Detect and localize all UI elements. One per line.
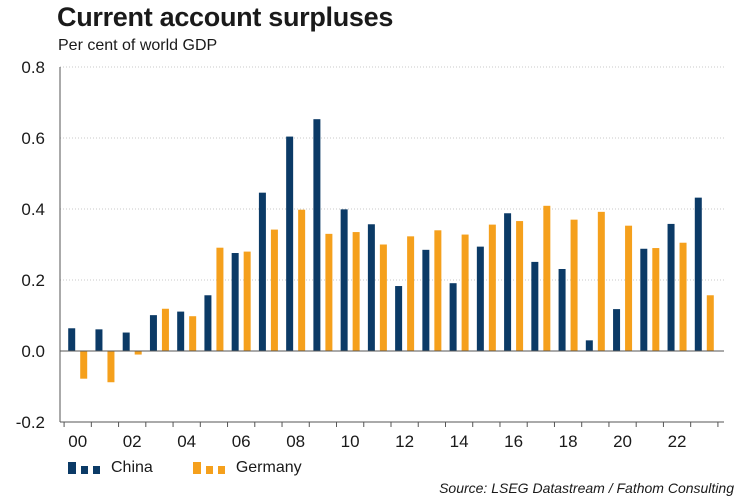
- bar-china-2014: [449, 283, 457, 351]
- bar-china-2019: [585, 340, 593, 351]
- bar-china-2012: [395, 286, 403, 351]
- bar-germany-2011: [379, 244, 387, 351]
- x-tick-label: 18: [559, 432, 578, 451]
- bar-germany-2005: [216, 247, 224, 351]
- x-tick-label: 20: [613, 432, 632, 451]
- legend-label-china: China: [111, 459, 153, 476]
- bar-china-2005: [204, 295, 212, 351]
- legend-item-china: China: [68, 459, 153, 477]
- bar-china-2004: [177, 311, 185, 351]
- bar-china-2020: [613, 309, 621, 351]
- x-tick-label: 12: [395, 432, 414, 451]
- bar-germany-2007: [270, 229, 278, 351]
- bar-china-2008: [286, 136, 294, 351]
- bar-china-2022: [667, 223, 675, 351]
- chart-subtitle: Per cent of world GDP: [58, 37, 218, 54]
- bar-germany-2001: [107, 351, 115, 383]
- y-tick-label: 0.8: [21, 58, 45, 77]
- bar-china-2000: [68, 328, 76, 351]
- legend-swatch-china: [93, 466, 100, 474]
- bar-germany-2020: [625, 225, 633, 351]
- y-tick-label: 0.4: [21, 200, 45, 219]
- x-tick-label: 16: [504, 432, 523, 451]
- bar-germany-2023: [706, 295, 714, 351]
- x-tick-label: 10: [341, 432, 360, 451]
- bar-china-2009: [313, 119, 321, 351]
- bar-china-2007: [258, 192, 266, 351]
- bar-germany-2008: [298, 209, 306, 351]
- bar-china-2011: [367, 224, 375, 351]
- bar-germany-2021: [652, 248, 660, 351]
- axes: -0.2 0.0 0.2 0.4 0.6 0.8 00 02 04 06 08 10 12 14 16 18 2…: [16, 58, 724, 451]
- bar-germany-2017: [543, 205, 551, 351]
- bar-germany-2012: [407, 236, 415, 351]
- bar-china-2023: [694, 197, 702, 351]
- bar-germany-2013: [434, 230, 442, 351]
- bar-germany-2016: [516, 221, 524, 351]
- legend: China Germany: [68, 458, 342, 478]
- x-tick-label: 02: [123, 432, 142, 451]
- legend-label-germany: Germany: [235, 459, 302, 476]
- x-tick-label: 14: [450, 432, 469, 451]
- bar-china-2002: [122, 332, 130, 351]
- bar-china-2016: [504, 213, 512, 351]
- legend-swatch-china: [68, 462, 76, 474]
- bar-china-2006: [231, 253, 239, 351]
- bar-germany-2000: [80, 351, 88, 379]
- y-tick-label: 0.6: [21, 129, 45, 148]
- x-tick-label: 08: [286, 432, 305, 451]
- bar-germany-2014: [461, 234, 469, 351]
- bar-germany-2004: [189, 316, 197, 351]
- bar-germany-2009: [325, 233, 333, 351]
- legend-swatch-germany: [205, 466, 213, 474]
- bar-china-2017: [531, 261, 539, 351]
- bar-germany-2003: [161, 308, 169, 351]
- chart-title: Current account surpluses: [57, 2, 394, 32]
- bar-china-2018: [558, 268, 566, 351]
- y-tick-label: 0.2: [21, 271, 45, 290]
- bar-germany-2002: [134, 351, 142, 355]
- legend-swatch-germany: [217, 466, 225, 474]
- bar-germany-2019: [597, 211, 605, 351]
- bar-germany-2022: [679, 242, 687, 351]
- bar-china-2021: [640, 248, 648, 351]
- legend-item-germany: Germany: [192, 459, 302, 477]
- bar-china-2013: [422, 249, 430, 351]
- bar-china-2015: [476, 246, 484, 351]
- bar-china-2010: [340, 209, 348, 351]
- x-tick-label: 04: [177, 432, 196, 451]
- bar-germany-2018: [570, 219, 578, 351]
- x-tick-label: 22: [668, 432, 687, 451]
- legend-swatch-china: [81, 466, 88, 474]
- bar-germany-2006: [243, 251, 251, 351]
- source-note: Source: LSEG Datastream / Fathom Consult…: [439, 480, 734, 496]
- x-tick-label: 00: [68, 432, 87, 451]
- bar-germany-2010: [352, 232, 360, 351]
- bar-china-2001: [95, 329, 103, 351]
- legend-swatch-germany: [192, 462, 201, 474]
- grid-lines: [60, 66, 724, 423]
- bar-china-2003: [149, 315, 157, 351]
- bars: [68, 119, 714, 383]
- bar-germany-2015: [488, 224, 496, 351]
- y-tick-label: 0.0: [21, 342, 45, 361]
- y-tick-label: -0.2: [16, 413, 45, 432]
- x-tick-label: 06: [232, 432, 251, 451]
